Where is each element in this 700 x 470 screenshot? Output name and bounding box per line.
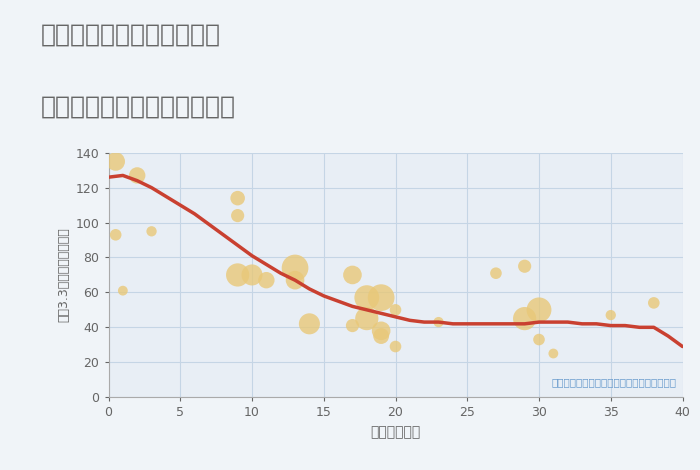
Point: [390, 343, 401, 350]
Point: [361, 315, 372, 322]
Point: [376, 332, 387, 340]
Point: [232, 212, 244, 219]
Point: [347, 322, 358, 329]
Point: [260, 276, 272, 284]
Point: [490, 269, 501, 277]
Point: [290, 264, 301, 272]
Point: [117, 287, 129, 294]
X-axis label: 築年数（年）: 築年数（年）: [370, 425, 421, 439]
Point: [519, 315, 531, 322]
Point: [132, 172, 143, 179]
Point: [433, 318, 445, 326]
Point: [376, 327, 387, 335]
Point: [232, 271, 244, 279]
Point: [648, 299, 659, 306]
Point: [533, 336, 545, 343]
Text: 奈良県吉野郡川上村北和田: 奈良県吉野郡川上村北和田: [41, 23, 220, 47]
Point: [146, 227, 158, 235]
Point: [390, 306, 401, 313]
Point: [519, 262, 531, 270]
Point: [110, 158, 121, 165]
Point: [605, 311, 617, 319]
Y-axis label: 坪（3.3㎡）単価（万円）: 坪（3.3㎡）単価（万円）: [57, 227, 70, 322]
Point: [376, 294, 387, 301]
Text: 円の大きさは、取引のあった物件面積を示す: 円の大きさは、取引のあった物件面積を示す: [552, 377, 677, 387]
Point: [361, 294, 372, 301]
Point: [547, 350, 559, 357]
Point: [232, 195, 244, 202]
Point: [533, 306, 545, 313]
Point: [347, 271, 358, 279]
Point: [246, 271, 258, 279]
Point: [290, 276, 301, 284]
Point: [110, 231, 121, 239]
Point: [304, 320, 315, 328]
Text: 築年数別中古マンション価格: 築年数別中古マンション価格: [41, 95, 236, 119]
